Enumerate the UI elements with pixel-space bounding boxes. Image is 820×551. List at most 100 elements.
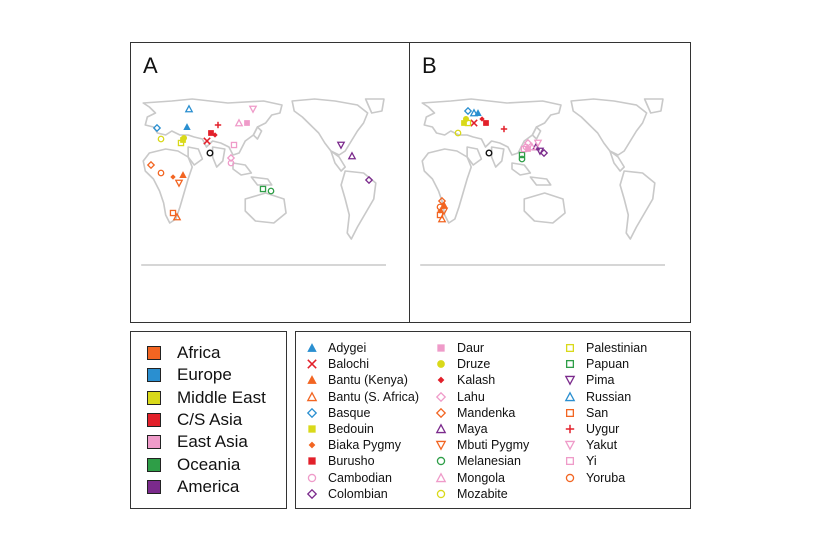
population-label: Mbuti Pygmy [457, 438, 530, 453]
population-legend-item: Balochi [304, 356, 369, 372]
population-legend-item: Mbuti Pygmy [433, 437, 529, 453]
population-symbol [308, 457, 316, 466]
population-label: Melanesian [457, 454, 521, 469]
population-symbol [565, 457, 575, 466]
population-symbol [565, 473, 575, 482]
region-swatch [147, 346, 161, 360]
population-symbol [565, 424, 575, 434]
population-symbol [435, 391, 447, 402]
region-label: C/S Asia [177, 409, 243, 429]
marker-basque [152, 123, 162, 133]
population-symbol [435, 407, 447, 418]
population-symbol [435, 423, 447, 434]
population-symbol [564, 391, 576, 401]
population-symbol [565, 408, 575, 417]
symbol-triangle-filled [307, 375, 317, 385]
population-label: Colombian [328, 486, 388, 501]
population-symbol [564, 440, 576, 451]
population-legend-item: Pima [562, 372, 614, 388]
symbol-triangle-open [564, 391, 576, 401]
symbol-square-open [565, 457, 575, 466]
marker-melanesian [518, 155, 526, 163]
population-label: Russian [586, 389, 632, 404]
symbol-square-filled [308, 457, 316, 466]
symbol-triangle-down-open [564, 376, 576, 386]
population-symbol [436, 457, 446, 466]
population-legend: Adygei Balochi Bantu (Kenya) Bantu (S. Afri… [295, 331, 691, 509]
marker-maya [347, 151, 357, 160]
marker-kalash [479, 116, 485, 122]
marker-yakut [248, 105, 258, 114]
marker-bantu-s-africa [437, 214, 447, 223]
population-label: Yi [586, 454, 597, 469]
symbol-diamond-open [306, 488, 318, 499]
marker-burusho [208, 130, 214, 136]
marker-mongola [527, 142, 537, 151]
population-legend-item: Kalash [433, 372, 495, 388]
population-legend-item: Maya [433, 421, 488, 437]
population-label: Palestinian [586, 341, 648, 355]
symbol-circle-open [565, 473, 575, 482]
marker-basque [463, 106, 473, 116]
marker-mandenka [437, 196, 447, 206]
population-legend-item: Daur [433, 340, 484, 356]
population-symbol [306, 407, 318, 418]
marker-yakut [533, 139, 543, 148]
population-label: Daur [457, 341, 485, 355]
symbol-circle-open [307, 473, 317, 482]
population-legend-item: Cambodian [304, 470, 392, 486]
marker-papuan [518, 151, 526, 159]
region-label: Oceania [177, 454, 241, 474]
symbol-square-open [565, 343, 575, 353]
region-swatch [147, 479, 161, 494]
population-symbol [437, 377, 445, 384]
symbol-triangle-open [435, 472, 447, 482]
marker-melanesian [267, 187, 275, 195]
population-label: Maya [457, 422, 488, 436]
population-legend-item: Biaka Pygmy [304, 437, 401, 453]
population-symbol [435, 472, 447, 482]
population-label: Bantu (Kenya) [328, 373, 408, 388]
population-symbol [307, 375, 317, 385]
population-label: Yoruba [586, 470, 626, 485]
marker-mandenka [146, 160, 156, 170]
marker-mbuti-pygmy [439, 207, 449, 216]
population-markers-a [146, 104, 374, 221]
population-label: Biaka Pygmy [328, 438, 401, 453]
region-swatch [147, 368, 161, 383]
population-label: Bedouin [328, 422, 374, 436]
symbol-diamond-filled [437, 377, 445, 384]
population-label: Burusho [328, 454, 375, 469]
population-symbol [437, 344, 445, 352]
marker-lahu [226, 153, 236, 163]
symbol-plus [565, 424, 575, 434]
reference-marker [485, 149, 493, 157]
population-symbol [435, 440, 447, 451]
symbol-diamond-open [435, 407, 447, 418]
map-panel-a: A [130, 42, 411, 323]
population-label: Uygur [586, 422, 620, 436]
population-symbol [307, 359, 317, 369]
symbol-triangle-filled [307, 343, 317, 352]
marker-yoruba [436, 203, 444, 211]
region-swatch [147, 390, 161, 405]
population-legend-item: Druze [433, 356, 490, 372]
population-legend-item: Adygei [304, 340, 366, 356]
marker-russian [469, 108, 479, 117]
population-label: Bantu (S. Africa) [328, 389, 420, 404]
world-map-a [141, 98, 386, 266]
region-legend-item: Oceania [147, 455, 240, 475]
marker-mozabite [157, 135, 165, 143]
population-label: Druze [457, 357, 491, 372]
symbol-triangle-open [435, 423, 447, 434]
population-symbol [306, 391, 318, 401]
population-legend-item: Papuan [562, 356, 629, 372]
region-label: Africa [177, 343, 221, 362]
marker-balochi [470, 119, 478, 127]
population-legend-item: Bantu (Kenya) [304, 372, 408, 388]
population-legend-item: Yakut [562, 437, 617, 453]
marker-yi [520, 145, 528, 153]
marker-russian [184, 104, 194, 113]
marker-balochi [203, 137, 211, 145]
symbol-triangle-open [306, 391, 318, 401]
